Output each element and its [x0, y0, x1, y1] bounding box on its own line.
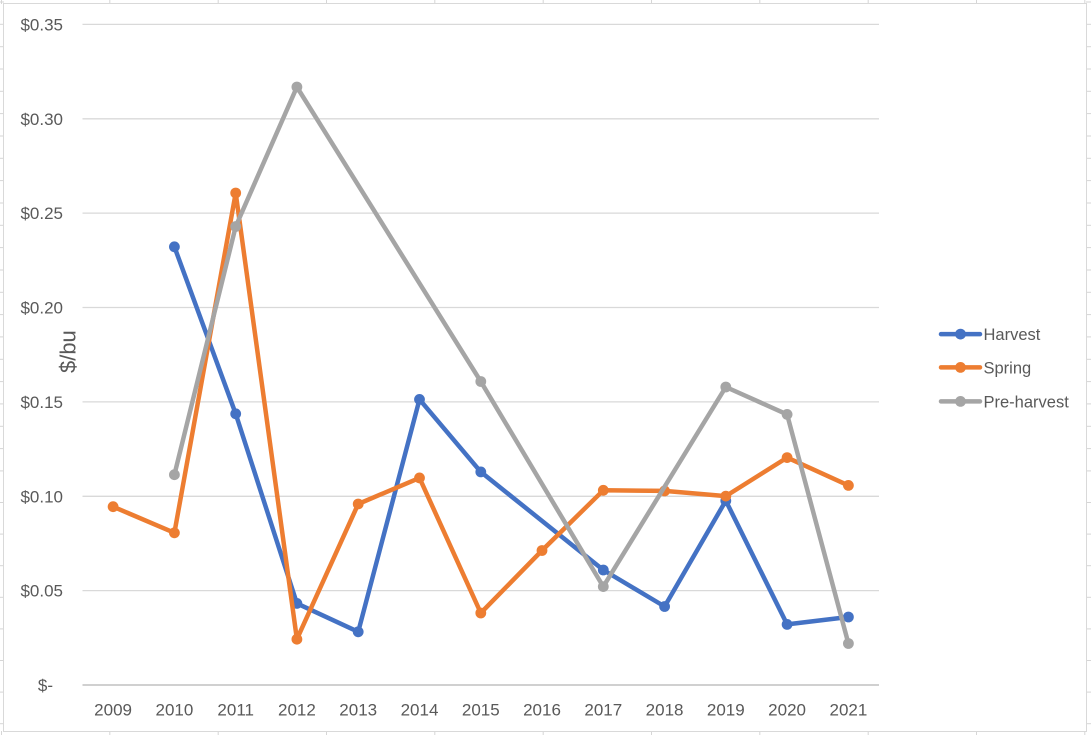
svg-text:$0.15: $0.15: [20, 393, 63, 412]
svg-text:$0.10: $0.10: [20, 487, 63, 506]
svg-text:$/bu: $/bu: [56, 330, 81, 373]
svg-text:2016: 2016: [523, 701, 561, 720]
svg-text:2010: 2010: [155, 701, 193, 720]
svg-text:2009: 2009: [94, 701, 132, 720]
svg-text:2013: 2013: [339, 701, 377, 720]
svg-text:2017: 2017: [584, 701, 622, 720]
svg-text:2020: 2020: [768, 701, 806, 720]
svg-text:2021: 2021: [829, 701, 867, 720]
svg-text:Pre-harvest: Pre-harvest: [984, 393, 1070, 411]
svg-text:Spring: Spring: [984, 359, 1032, 377]
svg-text:2015: 2015: [462, 701, 500, 720]
svg-text:2018: 2018: [646, 701, 684, 720]
svg-text:$0.20: $0.20: [20, 299, 63, 318]
svg-text:$0.30: $0.30: [20, 110, 63, 129]
svg-text:2019: 2019: [707, 701, 745, 720]
svg-text:2012: 2012: [278, 701, 316, 720]
svg-text:$0.25: $0.25: [20, 204, 63, 223]
svg-text:Harvest: Harvest: [984, 326, 1041, 344]
svg-text:2011: 2011: [217, 701, 254, 720]
svg-text:$0.35: $0.35: [20, 15, 63, 34]
svg-text:$0.05: $0.05: [20, 582, 63, 601]
svg-text:2014: 2014: [401, 701, 439, 720]
svg-text:$-: $-: [38, 676, 53, 695]
